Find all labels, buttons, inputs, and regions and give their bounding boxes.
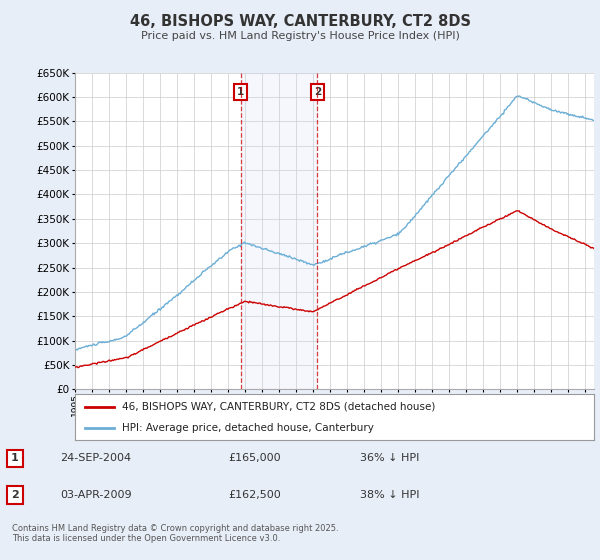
Text: Contains HM Land Registry data © Crown copyright and database right 2025.
This d: Contains HM Land Registry data © Crown c…	[12, 524, 338, 543]
Text: £165,000: £165,000	[228, 454, 281, 464]
Text: 03-APR-2009: 03-APR-2009	[60, 490, 131, 500]
Text: 46, BISHOPS WAY, CANTERBURY, CT2 8DS: 46, BISHOPS WAY, CANTERBURY, CT2 8DS	[130, 14, 470, 29]
Text: 36% ↓ HPI: 36% ↓ HPI	[360, 454, 419, 464]
Text: 2: 2	[11, 490, 19, 500]
Text: 46, BISHOPS WAY, CANTERBURY, CT2 8DS (detached house): 46, BISHOPS WAY, CANTERBURY, CT2 8DS (de…	[122, 402, 435, 412]
Text: 38% ↓ HPI: 38% ↓ HPI	[360, 490, 419, 500]
Text: 24-SEP-2004: 24-SEP-2004	[60, 454, 131, 464]
Text: £162,500: £162,500	[228, 490, 281, 500]
Text: 1: 1	[11, 454, 19, 464]
Text: 1: 1	[237, 87, 244, 97]
Text: HPI: Average price, detached house, Canterbury: HPI: Average price, detached house, Cant…	[122, 423, 374, 433]
Text: 2: 2	[314, 87, 321, 97]
Bar	[241, 73, 317, 389]
Text: Price paid vs. HM Land Registry's House Price Index (HPI): Price paid vs. HM Land Registry's House …	[140, 31, 460, 41]
